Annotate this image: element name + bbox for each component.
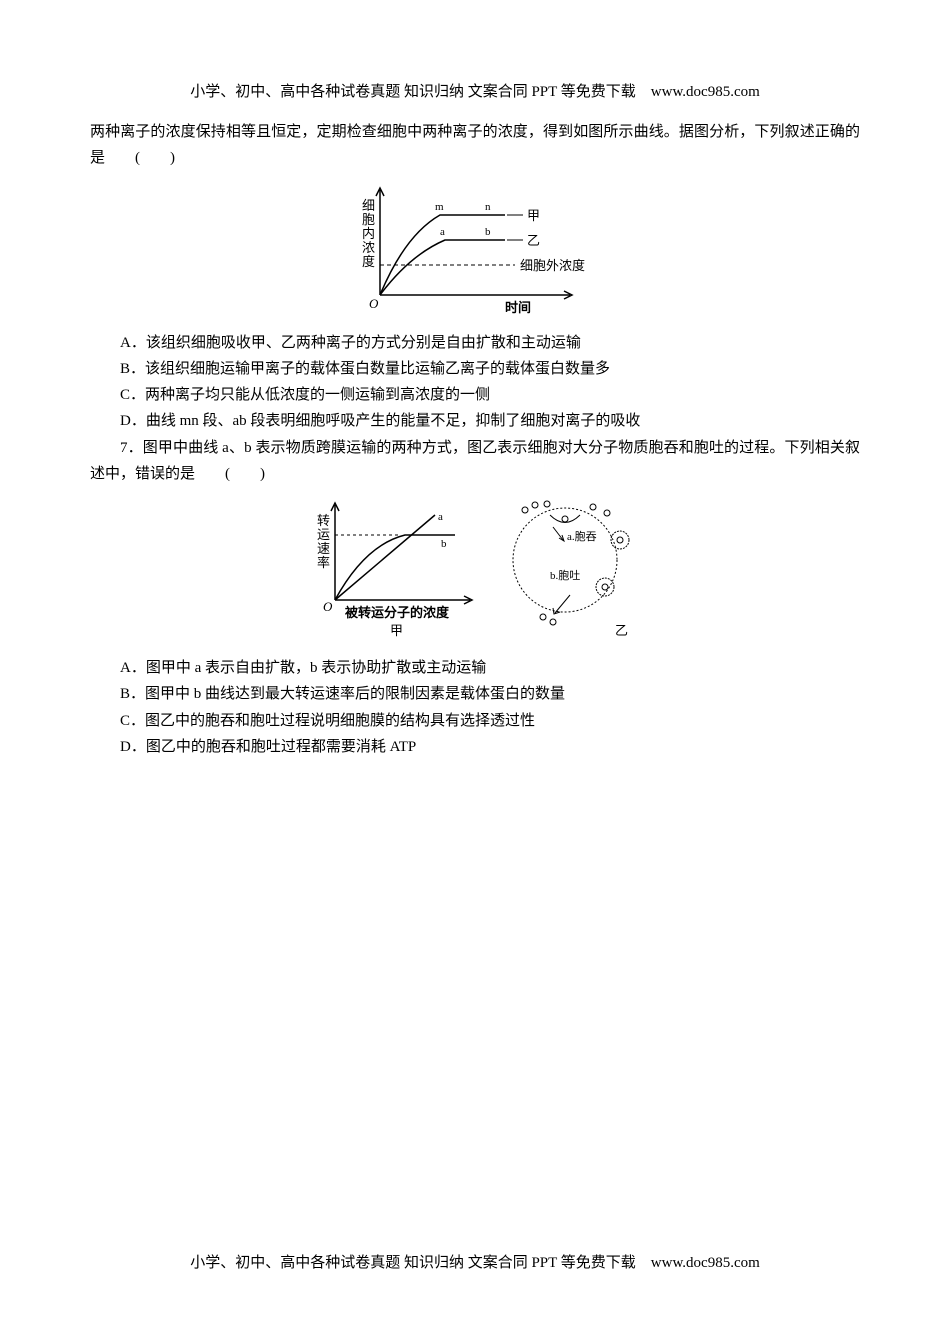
fig2-left-x-label: 被转运分子的浓度 [344, 605, 450, 620]
fig1-point-a: a [440, 226, 445, 238]
fig2-label-a: a.胞吞 [567, 530, 597, 543]
q6-option-d: D．曲线 mn 段、ab 段表明细胞呼吸产生的能量不足，抑制了细胞对离子的吸收 [90, 408, 860, 434]
fig2-label-b: b.胞吐 [550, 569, 580, 582]
q6-option-c: C．两种离子均只能从低浓度的一侧运输到高浓度的一侧 [90, 382, 860, 408]
q7-option-b: B．图甲中 b 曲线达到最大转运速率后的限制因素是载体蛋白的数量 [90, 681, 860, 707]
fig2-left-origin: O [323, 599, 333, 614]
fig2-left-y-label: 转 运 速 率 [317, 513, 333, 570]
fig2-right-caption: 乙 [615, 623, 628, 638]
fig1-point-b: b [485, 226, 491, 238]
fig1-curve2-label: 乙 [527, 233, 540, 248]
fig1-y-axis-label-v: 细 胞 内 浓 度 [362, 198, 378, 269]
q7-option-c: C．图乙中的胞吞和胞吐过程说明细胞膜的结构具有选择透过性 [90, 708, 860, 734]
figure-2: 转 运 速 率 a b O 被转运分子的浓度 [90, 495, 860, 645]
q6-option-b: B．该组织细胞运输甲离子的载体蛋白数量比运输乙离子的载体蛋白数量多 [90, 356, 860, 382]
q7-option-d: D．图乙中的胞吞和胞吐过程都需要消耗 ATP [90, 734, 860, 760]
fig1-curve1-label: 甲 [527, 208, 540, 223]
fig1-point-n: n [485, 201, 491, 213]
fig1-origin: O [369, 296, 379, 311]
page-footer: 小学、初中、高中各种试卷真题 知识归纳 文案合同 PPT 等免费下载 www.d… [0, 1251, 950, 1272]
q7-stem: 7．图甲中曲线 a、b 表示物质跨膜运输的两种方式，图乙表示细胞对大分子物质胞吞… [90, 435, 860, 488]
q6-continuation: 两种离子的浓度保持相等且恒定，定期检查细胞中两种离子的浓度，得到如图所示曲线。据… [90, 119, 860, 172]
fig1-point-m: m [435, 201, 444, 213]
page-header: 小学、初中、高中各种试卷真题 知识归纳 文案合同 PPT 等免费下载 www.d… [90, 80, 860, 101]
fig2-left-caption: 甲 [390, 623, 403, 638]
document-body: 两种离子的浓度保持相等且恒定，定期检查细胞中两种离子的浓度，得到如图所示曲线。据… [90, 119, 860, 760]
fig1-x-axis-label: 时间 [505, 300, 531, 315]
fig2-curve-b: b [441, 538, 447, 550]
fig2-curve-a: a [438, 511, 443, 523]
fig1-dashed-label: 细胞外浓度 [520, 258, 585, 273]
figure-1: 细 胞 内 浓 度 细胞外浓度 m n 甲 a b [90, 180, 860, 320]
q7-option-a: A．图甲中 a 表示自由扩散，b 表示协助扩散或主动运输 [90, 655, 860, 681]
q6-option-a: A．该组织细胞吸收甲、乙两种离子的方式分别是自由扩散和主动运输 [90, 330, 860, 356]
